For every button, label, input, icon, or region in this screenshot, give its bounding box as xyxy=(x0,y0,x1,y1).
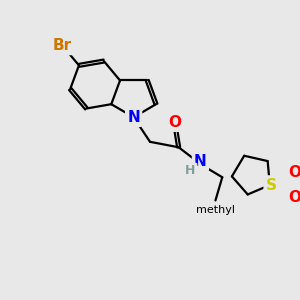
Text: O: O xyxy=(168,115,181,130)
Text: O: O xyxy=(288,165,300,180)
Text: N: N xyxy=(194,154,207,169)
Text: Br: Br xyxy=(53,38,72,53)
Text: S: S xyxy=(266,178,277,193)
Text: H: H xyxy=(185,164,196,178)
Text: N: N xyxy=(127,110,140,125)
Text: O: O xyxy=(288,190,300,205)
Text: methyl: methyl xyxy=(196,205,235,215)
